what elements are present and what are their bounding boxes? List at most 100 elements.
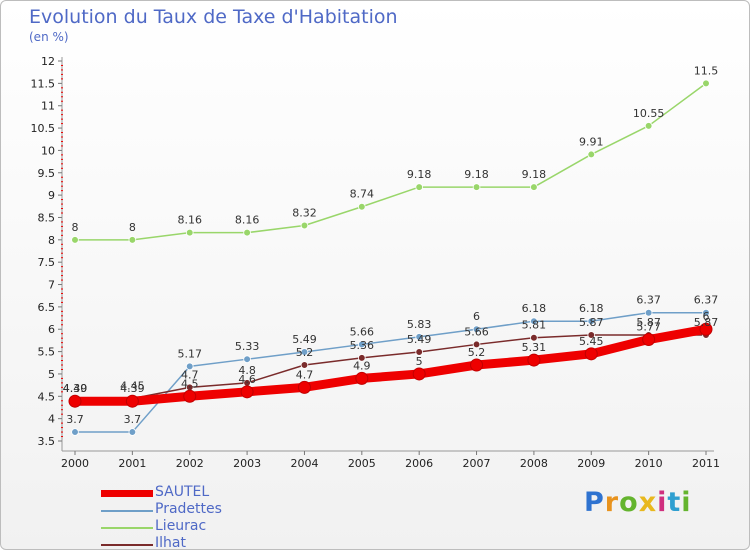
y-minor-tick <box>61 310 63 312</box>
y-tick-label: 7.5 <box>38 256 56 269</box>
data-point-sautel <box>470 358 484 372</box>
y-minor-tick <box>61 64 63 66</box>
y-minor-tick <box>61 132 63 134</box>
data-point-pradettes <box>587 317 596 325</box>
legend-swatch <box>101 527 153 529</box>
data-point-sautel <box>240 385 254 399</box>
y-tick-label: 3.5 <box>38 435 56 448</box>
y-tick-label: 7 <box>48 279 55 292</box>
data-point-ilhat <box>300 361 309 369</box>
y-minor-tick <box>61 342 63 344</box>
y-tick-label: 6.5 <box>38 301 56 314</box>
y-minor-tick <box>61 279 63 281</box>
legend-label: SAUTEL <box>155 484 210 500</box>
data-label-pradettes: 6.18 <box>579 302 604 315</box>
y-minor-tick <box>61 114 63 116</box>
y-minor-tick <box>61 275 63 277</box>
data-label-sautel: 5.2 <box>468 346 486 359</box>
data-point-lieurac <box>587 150 596 159</box>
series-line-sautel <box>70 324 711 406</box>
data-point-ilhat <box>587 331 596 339</box>
data-point-ilhat <box>358 354 366 362</box>
data-label-lieurac: 10.55 <box>633 107 665 120</box>
y-tick-label: 9 <box>48 189 55 202</box>
data-label-sautel: 5.45 <box>579 335 604 348</box>
y-minor-tick <box>61 69 63 71</box>
brand-logo: Proxiti <box>584 487 692 518</box>
x-tick-label: 2009 <box>577 457 605 470</box>
y-minor-tick <box>61 436 63 438</box>
data-label-pradettes: 6.37 <box>636 294 661 307</box>
y-minor-tick <box>61 404 63 406</box>
y-tick-label: 6 <box>48 323 55 336</box>
data-label-ilhat: 4.7 <box>181 368 199 381</box>
data-label-pradettes: 6 <box>473 310 480 323</box>
x-tick-label: 2000 <box>61 457 89 470</box>
y-minor-tick <box>61 140 63 142</box>
data-label-lieurac: 8.16 <box>177 214 202 227</box>
x-tick-label: 2003 <box>233 457 261 470</box>
data-point-ilhat <box>415 348 423 356</box>
data-point-pradettes <box>415 333 423 341</box>
x-tick-label: 2007 <box>463 457 491 470</box>
y-minor-tick <box>61 208 63 210</box>
series-line-pradettes <box>74 311 707 433</box>
data-point-lieurac <box>472 183 481 191</box>
legend-label: Pradettes <box>155 501 222 517</box>
data-label-pradettes: 5.83 <box>407 318 432 331</box>
brand-letter: o <box>619 487 639 518</box>
y-minor-tick <box>61 212 63 214</box>
y-minor-tick <box>61 382 63 384</box>
y-minor-tick <box>61 136 63 138</box>
series-line-lieurac <box>74 82 707 241</box>
y-minor-tick <box>61 360 63 362</box>
data-label-lieurac: 8 <box>129 221 136 234</box>
data-label-pradettes: 6.37 <box>694 294 719 307</box>
data-point-sautel <box>183 389 197 403</box>
x-tick-label: 2001 <box>118 457 146 470</box>
data-label-ilhat: 5.2 <box>296 346 314 359</box>
data-point-sautel <box>355 371 369 385</box>
data-label-pradettes: 5.17 <box>177 347 202 360</box>
legend-label: Ilhat <box>155 535 186 550</box>
y-minor-tick <box>61 221 63 223</box>
data-point-lieurac <box>185 228 194 237</box>
y-minor-tick <box>61 158 63 160</box>
y-minor-tick <box>61 346 63 348</box>
data-point-lieurac <box>300 221 309 230</box>
data-point-lieurac <box>644 122 653 130</box>
data-point-ilhat <box>530 333 538 342</box>
y-minor-tick <box>61 315 63 317</box>
y-minor-tick <box>61 266 63 268</box>
y-tick-label: 4 <box>48 413 55 426</box>
data-label-sautel: 4.6 <box>238 373 256 386</box>
data-point-lieurac <box>358 202 366 211</box>
data-label-pradettes: 3.7 <box>66 413 84 426</box>
y-tick-label: 11.5 <box>31 77 56 90</box>
y-minor-tick <box>61 270 63 272</box>
x-tick-label: 2006 <box>405 457 433 470</box>
y-minor-tick <box>61 292 63 294</box>
y-minor-tick <box>61 364 63 366</box>
data-label-sautel: 4.9 <box>353 359 371 372</box>
y-minor-tick <box>61 297 63 299</box>
data-point-pradettes <box>243 355 251 363</box>
data-label-pradettes: 5.49 <box>292 333 317 346</box>
y-minor-tick <box>61 413 63 415</box>
y-minor-tick <box>61 243 63 245</box>
y-minor-tick <box>61 230 63 232</box>
data-label-ilhat: 5.81 <box>522 319 547 332</box>
data-label-sautel: 4.39 <box>120 382 145 395</box>
brand-letter: P <box>584 487 605 518</box>
data-label-lieurac: 8.16 <box>235 214 260 227</box>
chart-title: Evolution du Taux de Taxe d'Habitation <box>29 6 398 28</box>
brand-letter: i <box>657 487 668 518</box>
y-minor-tick <box>61 409 63 411</box>
data-label-ilhat: 4.8 <box>238 364 256 377</box>
y-minor-tick <box>61 73 63 75</box>
data-label-lieurac: 9.91 <box>579 135 604 148</box>
y-minor-tick <box>61 154 63 156</box>
brand-letter: i <box>681 487 692 518</box>
